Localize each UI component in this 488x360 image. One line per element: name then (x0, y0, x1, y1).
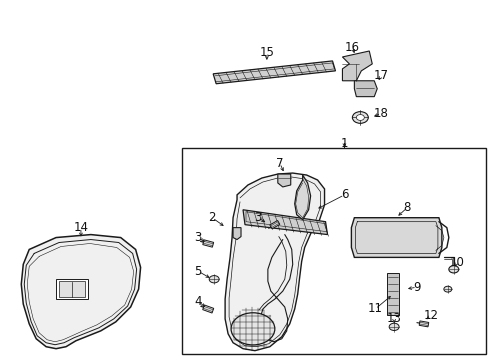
Polygon shape (233, 228, 241, 239)
Circle shape (356, 114, 364, 120)
Circle shape (448, 266, 458, 273)
Text: 3: 3 (194, 231, 202, 244)
Text: 18: 18 (373, 107, 388, 120)
Text: 7: 7 (276, 157, 283, 170)
Text: 12: 12 (423, 310, 438, 323)
Polygon shape (277, 174, 290, 187)
Polygon shape (354, 81, 376, 96)
Text: 17: 17 (373, 69, 388, 82)
Bar (56, 279, 88, 299)
Bar (182, 148, 485, 354)
Bar (59, 281, 85, 297)
Text: 1: 1 (340, 137, 347, 150)
Text: 3: 3 (254, 211, 261, 224)
Circle shape (209, 275, 219, 283)
Polygon shape (224, 173, 324, 351)
Text: 13: 13 (386, 312, 401, 325)
Text: 10: 10 (448, 256, 463, 269)
Polygon shape (351, 218, 441, 257)
Polygon shape (203, 240, 213, 247)
Text: 9: 9 (412, 281, 420, 294)
Circle shape (388, 323, 398, 330)
Text: 16: 16 (344, 41, 359, 54)
Circle shape (443, 286, 451, 292)
Text: 15: 15 (259, 46, 274, 59)
Text: 2: 2 (208, 211, 216, 224)
Polygon shape (294, 175, 310, 220)
Text: 14: 14 (73, 221, 88, 234)
Text: 8: 8 (403, 201, 410, 214)
Text: 5: 5 (194, 265, 202, 278)
Text: 4: 4 (194, 294, 202, 307)
Text: 11: 11 (367, 302, 382, 315)
Polygon shape (386, 273, 398, 315)
Text: 6: 6 (340, 188, 347, 201)
Polygon shape (342, 51, 371, 81)
Circle shape (231, 313, 274, 345)
Polygon shape (418, 321, 428, 327)
Polygon shape (202, 305, 213, 313)
Polygon shape (243, 210, 327, 235)
Polygon shape (213, 61, 335, 84)
Polygon shape (269, 220, 279, 229)
Circle shape (352, 112, 367, 123)
Polygon shape (21, 235, 141, 349)
